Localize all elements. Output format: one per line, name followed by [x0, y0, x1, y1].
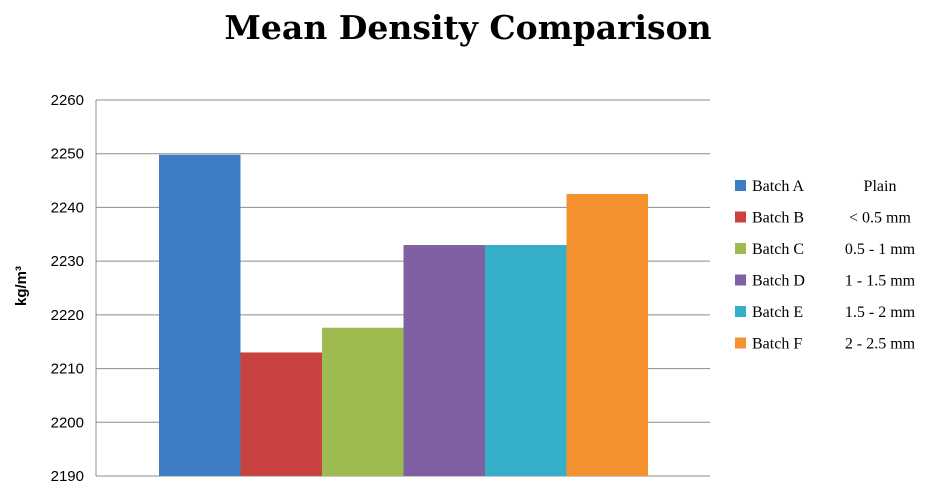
y-tick-label: 2190: [51, 468, 84, 485]
legend-desc: 1 - 1.5 mm: [845, 273, 916, 290]
legend-desc: < 0.5 mm: [849, 210, 911, 227]
y-tick-label: 2230: [51, 253, 84, 270]
bar-batch-f: [566, 194, 648, 476]
y-axis-label: kg/m³: [13, 266, 30, 306]
legend-desc: Plain: [864, 178, 897, 195]
legend-label: Batch F: [752, 336, 802, 353]
legend-swatch: [735, 243, 746, 254]
legend-label: Batch C: [752, 241, 804, 258]
legend-swatch: [735, 337, 746, 349]
legend-desc: 0.5 - 1 mm: [845, 241, 916, 258]
legend-swatch: [735, 274, 746, 286]
y-tick-label: 2200: [51, 414, 84, 431]
legend-label: Batch E: [752, 304, 803, 321]
y-tick-label: 2250: [51, 146, 84, 163]
y-tick-labels: 2190 2200 2210 2220 2230 2240 2250 2260: [51, 92, 84, 485]
y-tick-label: 2210: [51, 361, 84, 378]
legend-desc: 2 - 2.5 mm: [845, 336, 916, 353]
legend: Batch A Plain Batch B < 0.5 mm Batch C 0.5 - …: [735, 178, 916, 353]
y-tick-label: 2240: [51, 199, 84, 216]
legend-swatch: [735, 306, 746, 317]
legend-label: Batch D: [752, 273, 805, 290]
bars: [159, 154, 648, 476]
bar-batch-b: [240, 352, 322, 476]
bar-batch-e: [485, 245, 567, 476]
legend-label: Batch A: [752, 178, 804, 195]
legend-swatch: [735, 180, 746, 191]
legend-label: Batch B: [752, 210, 804, 227]
y-tick-label: 2260: [51, 92, 84, 109]
chart-title: Mean Density Comparison: [224, 8, 712, 47]
y-tick-label: 2220: [51, 307, 84, 324]
legend-desc: 1.5 - 2 mm: [845, 304, 916, 321]
legend-swatch: [735, 211, 746, 223]
bar-batch-d: [403, 245, 485, 476]
bar-batch-c: [322, 327, 404, 476]
bar-batch-a: [159, 154, 241, 476]
